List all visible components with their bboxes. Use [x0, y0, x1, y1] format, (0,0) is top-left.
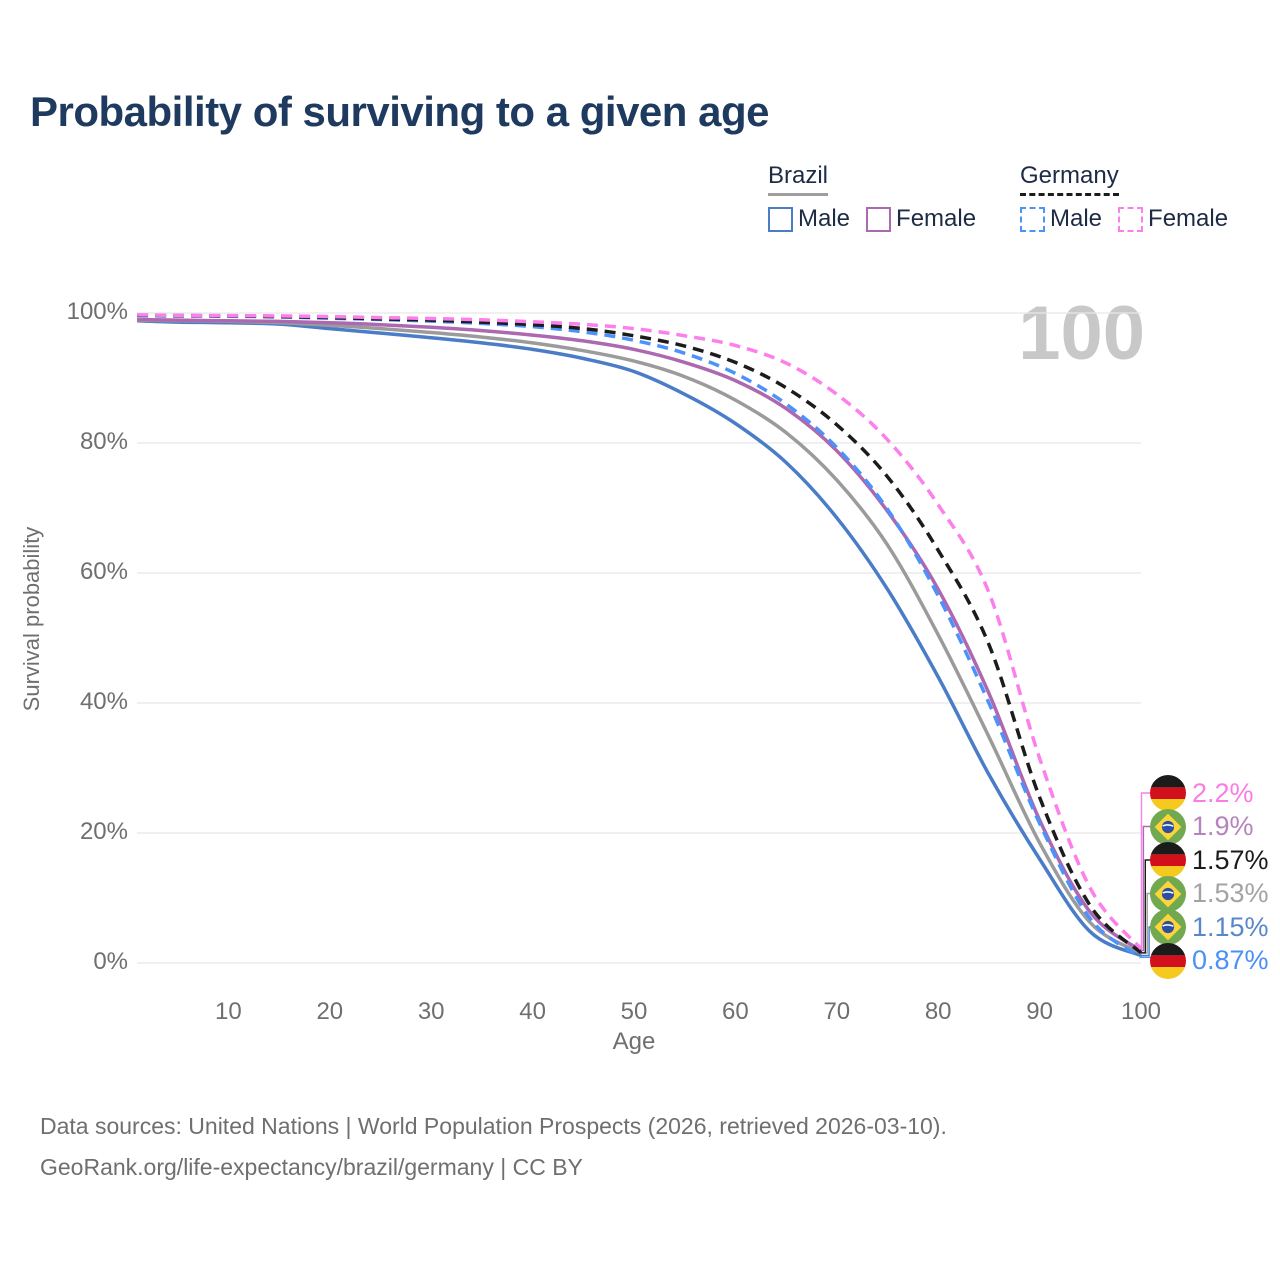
- x-tick-label-40: 40: [519, 998, 546, 1025]
- y-tick-label-40%: 40%: [79, 688, 128, 715]
- legend-item-brazil-male[interactable]: Male: [768, 205, 850, 233]
- y-tick-label-100%: 100%: [66, 298, 128, 325]
- curve-brazil-both[interactable]: [137, 318, 1142, 955]
- end-label-brazil-both: 1.53%: [1150, 875, 1269, 912]
- legend-country-label-germany[interactable]: Germany: [1020, 162, 1119, 196]
- x-tick-label-30: 30: [417, 998, 445, 1025]
- footer-data-sources: Data sources: United Nations | World Pop…: [40, 1113, 947, 1139]
- end-label-brazil-male: 1.15%: [1150, 909, 1269, 945]
- legend-swatch-icon: [1118, 206, 1144, 232]
- y-tick-label-0%: 0%: [93, 948, 128, 975]
- legend-group-brazil: Brazil Male Female: [768, 162, 976, 233]
- curve-brazil-female[interactable]: [137, 317, 1143, 953]
- legend-item-germany-female[interactable]: Female: [1118, 205, 1228, 233]
- end-label-value: 1.53%: [1192, 878, 1269, 908]
- end-label-brazil-female: 1.9%: [1150, 808, 1254, 845]
- end-label-value: 1.15%: [1192, 911, 1269, 942]
- curve-germany-both[interactable]: [137, 313, 1143, 955]
- x-tick-label-20: 20: [316, 998, 344, 1025]
- y-tick-label-80%: 80%: [79, 428, 128, 455]
- hover-age-indicator: 100: [1018, 291, 1145, 376]
- x-tick-label-50: 50: [620, 998, 648, 1025]
- legend-item-label: Male: [798, 205, 851, 232]
- legend-swatch-icon: [768, 206, 793, 232]
- legend-item-label: Male: [1050, 205, 1103, 232]
- end-label-value: 2.2%: [1192, 777, 1254, 808]
- end-label-germany-female: 2.2%: [1150, 775, 1254, 811]
- chart-title: Probability of surviving to a given age: [30, 88, 769, 135]
- x-tick-label-80: 80: [924, 998, 952, 1025]
- curve-brazil-male[interactable]: [137, 319, 1142, 958]
- legend-swatch-icon: [866, 206, 892, 232]
- germany-flag-icon: [1150, 942, 1186, 979]
- end-label-value: 1.9%: [1192, 811, 1254, 841]
- germany-flag-icon: [1150, 775, 1186, 811]
- y-tick-label-20%: 20%: [79, 818, 128, 845]
- y-tick-label-60%: 60%: [79, 558, 128, 585]
- curve-germany-male[interactable]: [137, 313, 1143, 959]
- footer-license: GeoRank.org/life-expectancy/brazil/germa…: [40, 1154, 583, 1181]
- end-label-germany-both: 1.57%: [1150, 842, 1269, 878]
- brazil-flag-icon: [1150, 875, 1186, 912]
- legend-items-brazil: Male Female: [768, 205, 976, 233]
- germany-flag-icon: [1150, 842, 1186, 878]
- end-label-value: 1.57%: [1192, 844, 1269, 875]
- footer-attribution: Data sources: United Nations | World Pop…: [40, 1106, 947, 1189]
- end-label-value: 0.87%: [1192, 945, 1269, 975]
- end-label-connector-germany-both: [1141, 859, 1152, 954]
- legend-item-brazil-female[interactable]: Female: [866, 205, 976, 233]
- x-tick-label-70: 70: [823, 998, 851, 1025]
- end-label-germany-male: 0.87%: [1150, 942, 1269, 979]
- x-tick-label-10: 10: [215, 998, 242, 1025]
- legend-item-label: Female: [1148, 205, 1229, 232]
- legend-swatch-icon: [1020, 206, 1045, 232]
- brazil-flag-icon: [1150, 909, 1186, 945]
- x-axis-title: Age: [612, 1028, 656, 1055]
- x-tick-label-100: 100: [1120, 998, 1162, 1025]
- curve-germany-female[interactable]: [137, 313, 1143, 950]
- legend-item-germany-male[interactable]: Male: [1020, 205, 1102, 233]
- x-tick-label-90: 90: [1026, 998, 1053, 1025]
- legend-items-germany: Male Female: [1020, 205, 1228, 233]
- end-label-connector-brazil-female: [1141, 825, 1152, 952]
- legend-country-label-brazil[interactable]: Brazil: [768, 162, 829, 196]
- end-label-connector-germany-female: [1140, 792, 1152, 950]
- legend-item-label: Female: [896, 205, 977, 232]
- brazil-flag-icon: [1150, 808, 1186, 845]
- x-tick-label-60: 60: [722, 998, 749, 1025]
- y-axis-title: Survival probability: [19, 526, 44, 712]
- legend-group-germany: Germany Male Female: [1020, 162, 1228, 233]
